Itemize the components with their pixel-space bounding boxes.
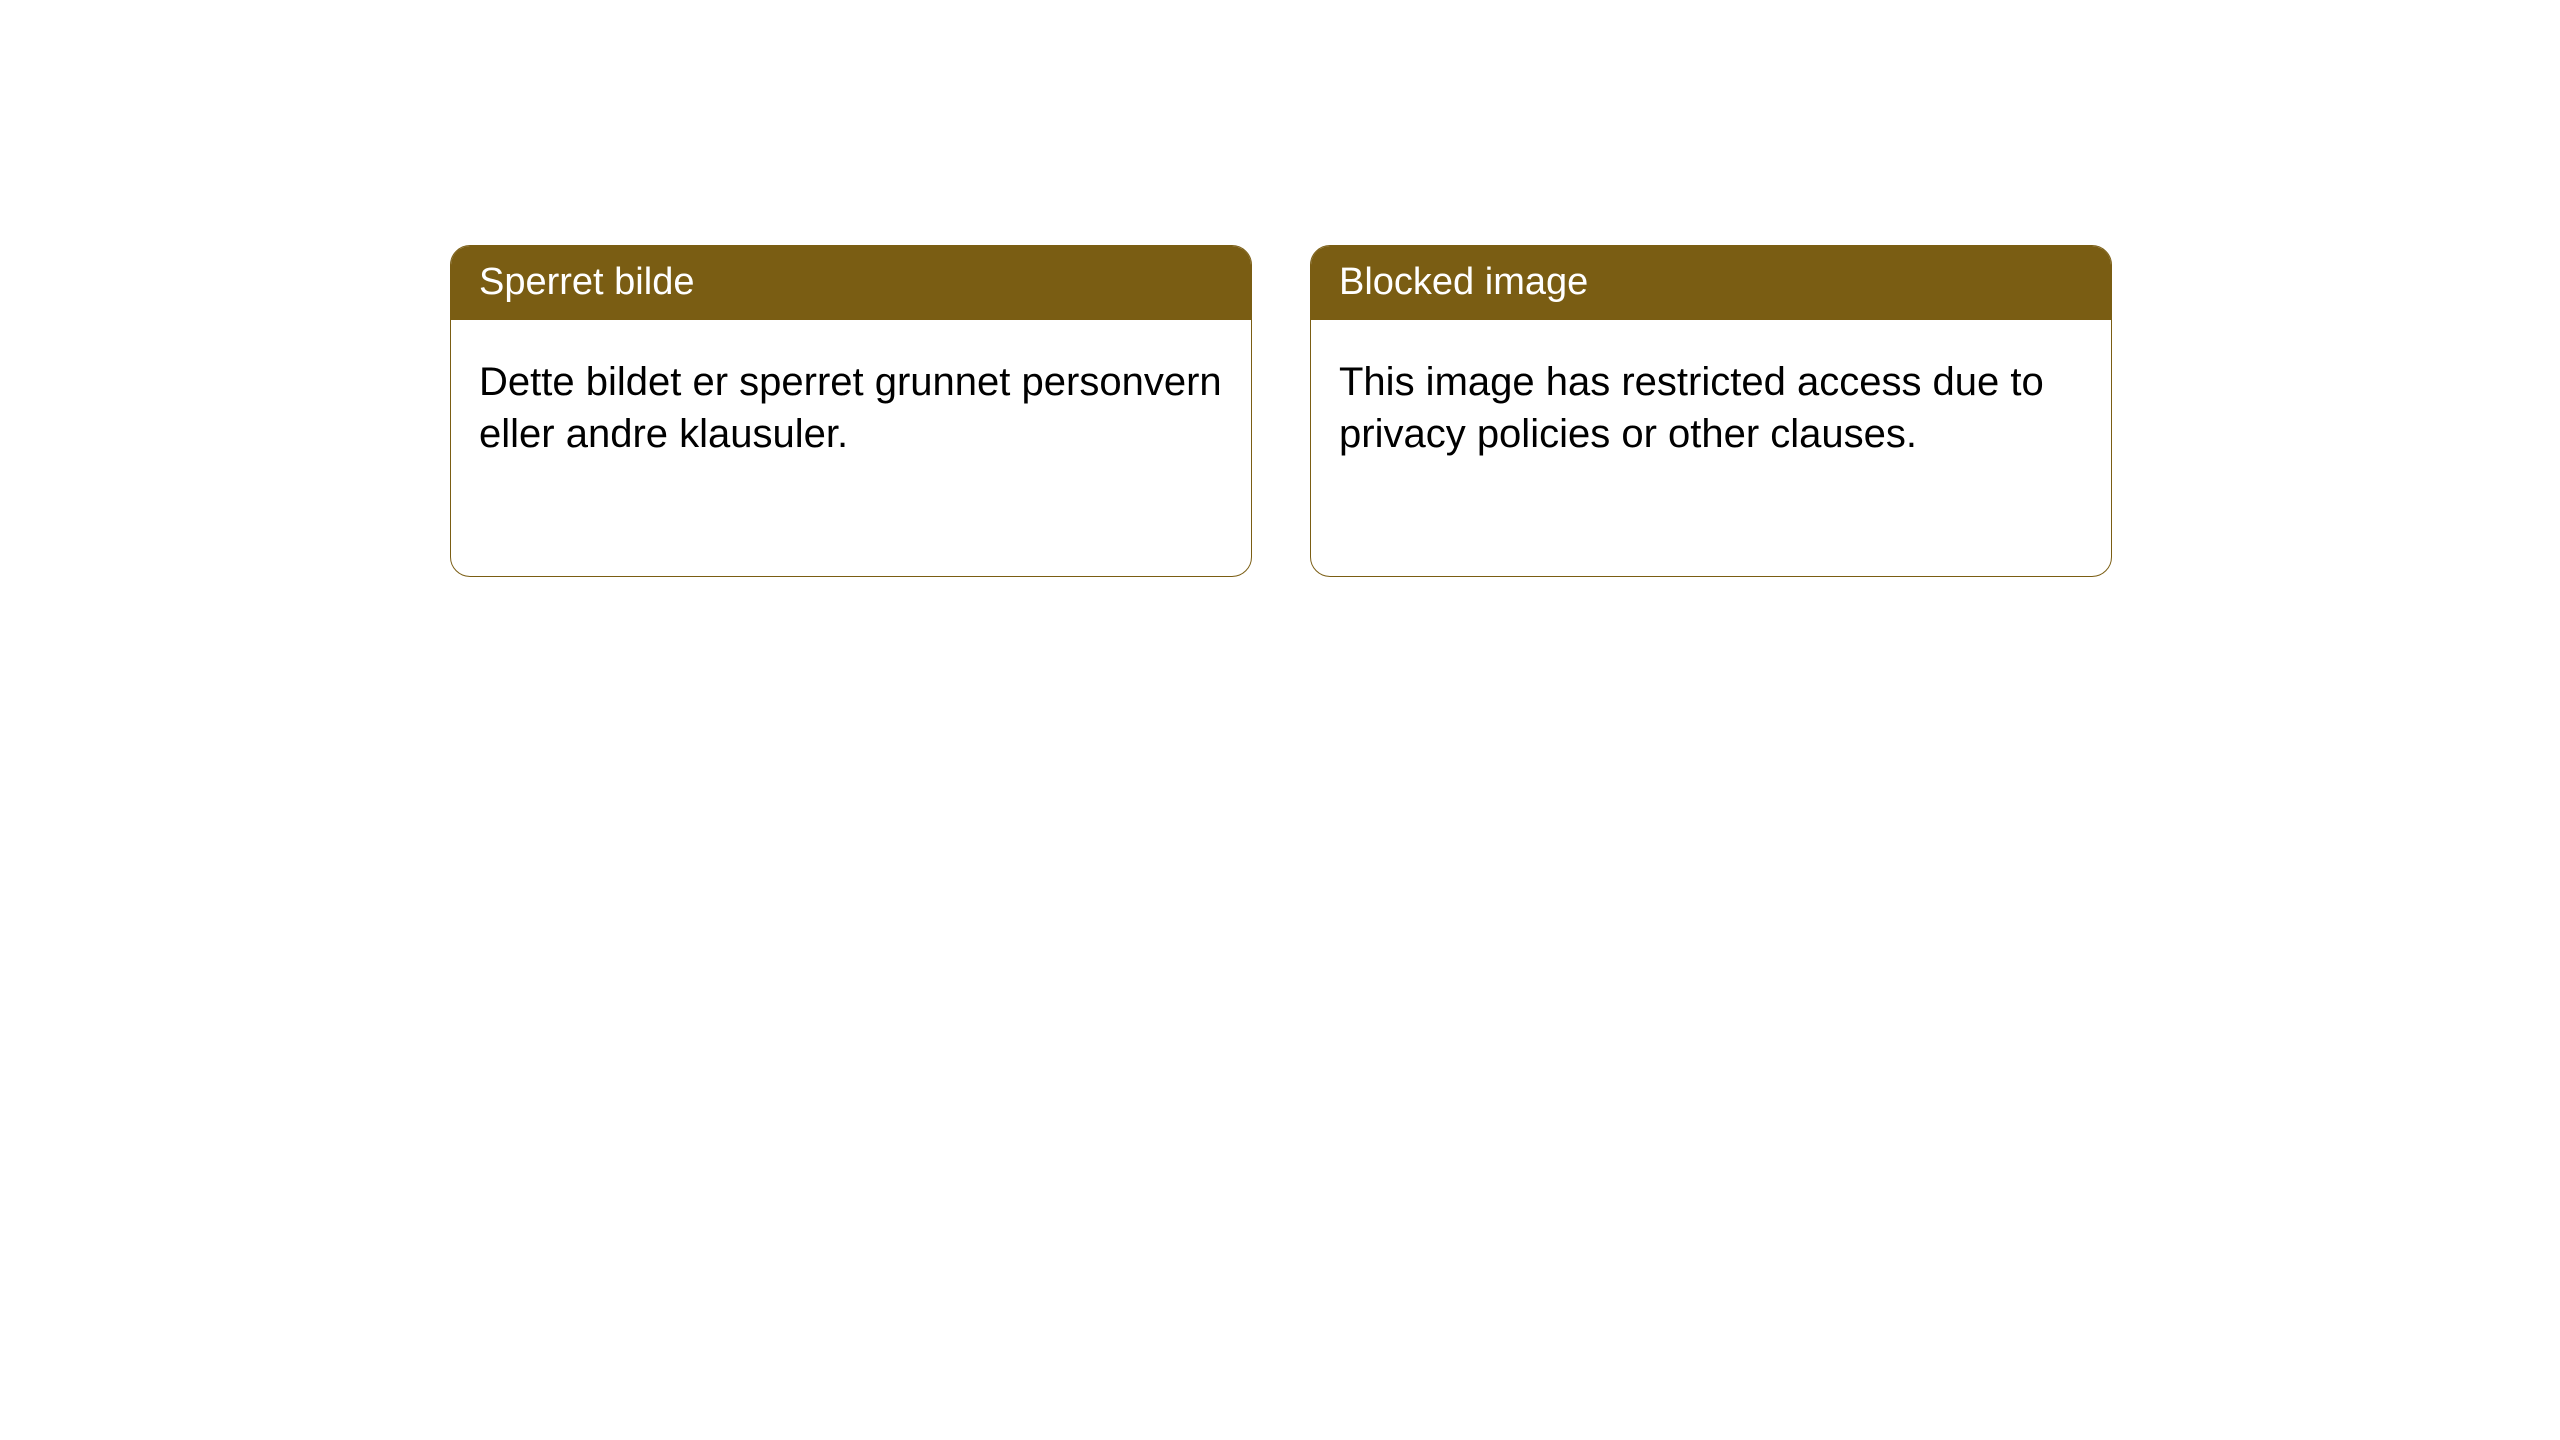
notice-header: Blocked image (1311, 246, 2111, 320)
notice-card-norwegian: Sperret bilde Dette bildet er sperret gr… (450, 245, 1252, 577)
notice-header: Sperret bilde (451, 246, 1251, 320)
notice-body-text: This image has restricted access due to … (1339, 360, 2044, 457)
notice-title: Sperret bilde (479, 261, 694, 303)
notice-card-english: Blocked image This image has restricted … (1310, 245, 2112, 577)
notice-body: This image has restricted access due to … (1311, 320, 2111, 490)
notice-body: Dette bildet er sperret grunnet personve… (451, 320, 1251, 490)
notice-cards-container: Sperret bilde Dette bildet er sperret gr… (450, 245, 2112, 577)
notice-body-text: Dette bildet er sperret grunnet personve… (479, 360, 1222, 457)
notice-title: Blocked image (1339, 261, 1588, 303)
